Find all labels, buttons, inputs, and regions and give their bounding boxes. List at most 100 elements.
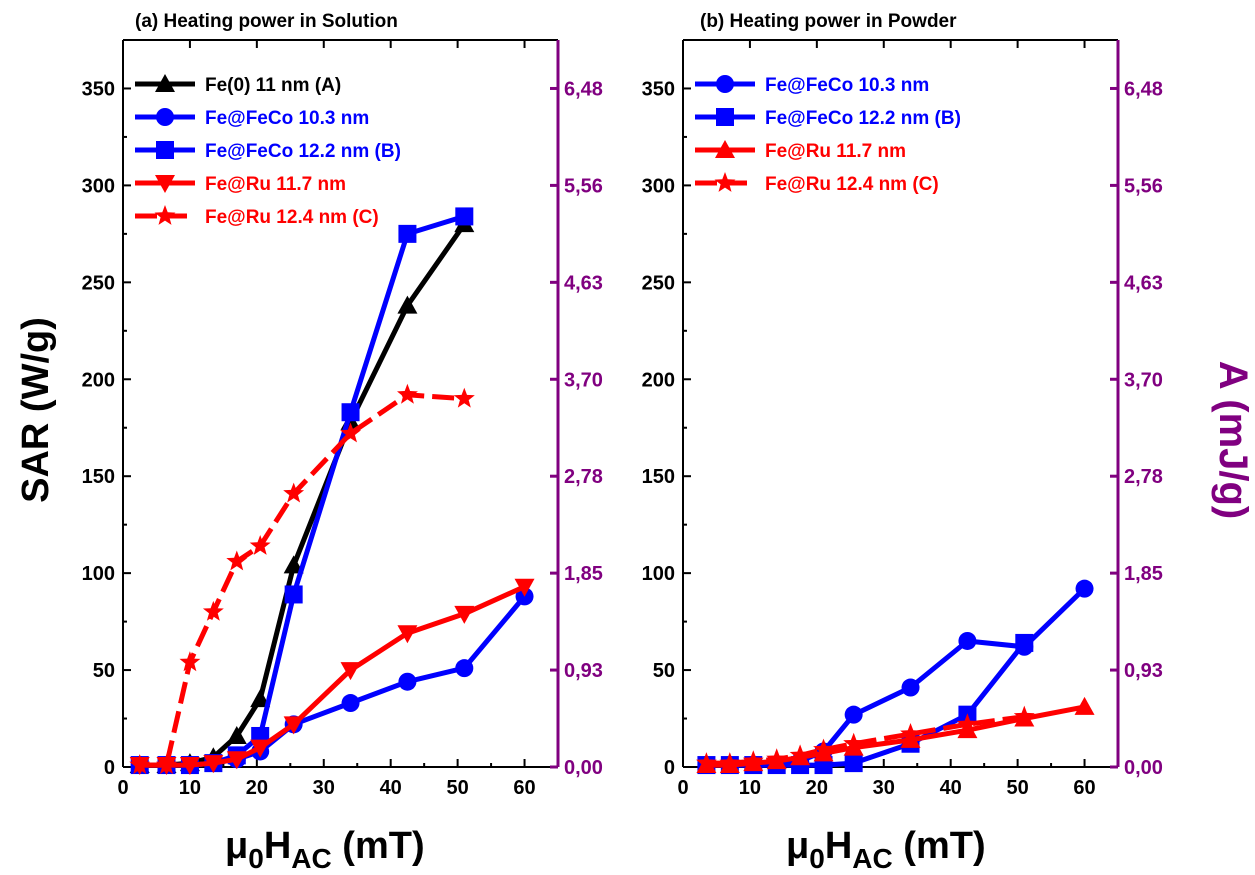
- legend-marker: [155, 175, 175, 193]
- legend: Fe(0) 11 nm (A) Fe@FeCo 10.3 nm Fe@FeCo 12…: [135, 74, 401, 228]
- data-point: [454, 605, 475, 624]
- legend-marker: [715, 140, 735, 158]
- data-point: [283, 716, 304, 735]
- right-tick-label: 2,78: [1124, 466, 1163, 488]
- data-point: [226, 550, 248, 571]
- data-point: [226, 725, 247, 744]
- right-tick-label: 5,56: [564, 175, 603, 197]
- data-point: [844, 754, 863, 773]
- data-point: [283, 482, 305, 503]
- series-1: [130, 587, 534, 775]
- right-axis-label: A (mJ/g): [1211, 361, 1255, 520]
- right-tick-label: 1,85: [564, 563, 603, 585]
- right-tick-label: 2,78: [564, 466, 603, 488]
- series-3: [129, 578, 535, 776]
- right-tick-label: 0,93: [1124, 660, 1163, 682]
- series-4: [129, 383, 475, 774]
- legend-entry: Fe@Ru 11.7 nm: [765, 141, 906, 162]
- x-tick-label: 10: [739, 777, 761, 799]
- right-tick-label: 0,00: [1124, 757, 1163, 779]
- data-point: [341, 694, 360, 713]
- x-tick-label: 40: [940, 777, 962, 799]
- panel-solution: (a) Heating power in Solution SAR (W/g) …: [15, 11, 603, 874]
- right-tick-label: 0,93: [564, 660, 603, 682]
- legend-marker: [716, 75, 734, 93]
- right-tick-label: 6,48: [1124, 78, 1163, 100]
- legend-entry: Fe@Ru 11.7 nm: [205, 174, 346, 195]
- legend-entry: Fe@FeCo 10.3 nm: [765, 75, 929, 96]
- legend-entry: Fe(0) 11 nm (A): [205, 75, 341, 96]
- data-point: [1074, 696, 1095, 715]
- legend-entry: Fe@Ru 12.4 nm (C): [205, 207, 379, 228]
- right-tick-label: 6,48: [564, 78, 603, 100]
- data-point: [901, 678, 920, 697]
- data-point: [455, 207, 474, 226]
- x-tick-label: 30: [313, 777, 335, 799]
- y-tick-label: 150: [82, 466, 115, 488]
- data-point: [179, 651, 201, 672]
- y-tick-label: 0: [104, 757, 115, 779]
- series-0: [697, 579, 1094, 775]
- data-point: [284, 585, 303, 604]
- data-point: [514, 578, 535, 597]
- data-point: [156, 754, 177, 774]
- y-axis-label: SAR (W/g): [15, 317, 57, 503]
- data-point: [250, 739, 271, 758]
- data-point: [696, 752, 717, 772]
- y-tick-label: 250: [82, 272, 115, 294]
- right-tick-label: 0,00: [564, 757, 603, 779]
- data-point: [844, 705, 863, 724]
- x-tick-label: 50: [1006, 777, 1028, 799]
- y-tick-label: 150: [642, 466, 675, 488]
- data-point: [1013, 705, 1035, 726]
- y-tick-label: 200: [642, 369, 675, 391]
- data-point: [249, 535, 271, 555]
- y-tick-label: 100: [642, 563, 675, 585]
- series-line: [706, 714, 1025, 766]
- data-point: [397, 383, 418, 404]
- series-3: [696, 705, 1035, 772]
- x-tick-label: 0: [677, 777, 688, 799]
- legend-marker: [156, 108, 174, 126]
- right-tick-label: 3,70: [1124, 369, 1163, 391]
- x-tick-label: 10: [179, 777, 201, 799]
- data-point: [397, 625, 418, 644]
- data-point: [179, 757, 200, 776]
- data-point: [453, 387, 475, 408]
- x-tick-label: 40: [380, 777, 402, 799]
- y-tick-label: 350: [642, 78, 675, 100]
- right-tick-label: 4,63: [1124, 272, 1163, 294]
- x-tick-label: 20: [806, 777, 828, 799]
- data-point: [1015, 633, 1034, 652]
- series-line: [139, 594, 527, 768]
- series-1: [697, 633, 1034, 775]
- legend-marker: [156, 141, 174, 159]
- chart-title-b: (b) Heating power in Powder: [700, 11, 957, 32]
- y-tick-label: 250: [642, 272, 675, 294]
- x-tick-label: 50: [446, 777, 468, 799]
- data-point: [250, 689, 271, 708]
- data-point: [202, 600, 224, 621]
- legend-entry: Fe@Ru 12.4 nm (C): [765, 174, 939, 195]
- x-tick-label: 60: [513, 777, 535, 799]
- y-tick-label: 50: [93, 660, 115, 682]
- data-point: [958, 631, 977, 650]
- legend-marker: [155, 74, 175, 92]
- y-tick-label: 300: [642, 175, 675, 197]
- data-point: [957, 713, 978, 734]
- legend-marker: [714, 172, 736, 192]
- right-tick-label: 5,56: [1124, 175, 1163, 197]
- data-point: [455, 659, 474, 678]
- x-axis-label-a: μ0HAC (mT): [225, 825, 425, 874]
- data-point: [129, 754, 151, 774]
- data-point: [340, 422, 361, 443]
- x-tick-label: 60: [1073, 777, 1095, 799]
- data-point: [226, 751, 247, 770]
- right-tick-label: 4,63: [564, 272, 603, 294]
- right-tick-label: 3,70: [564, 369, 603, 391]
- x-tick-label: 20: [246, 777, 268, 799]
- legend-marker: [154, 205, 176, 225]
- data-point: [398, 672, 417, 691]
- x-tick-label: 30: [873, 777, 895, 799]
